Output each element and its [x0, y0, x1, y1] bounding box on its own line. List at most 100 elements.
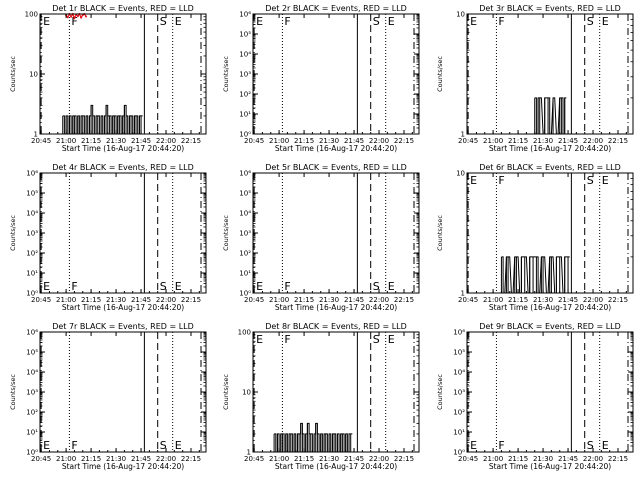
- x-tick-label: 21:30: [319, 455, 339, 463]
- y-tick-label: 10: [242, 389, 251, 397]
- marker-label-e: E: [470, 439, 477, 452]
- x-tick-label: 21:45: [131, 137, 151, 145]
- marker-label-e: E: [175, 15, 182, 28]
- x-tick-label: 20:45: [244, 137, 264, 145]
- marker-label-e: E: [602, 15, 609, 28]
- x-tick-label: 21:00: [269, 296, 289, 304]
- panel-title: Det 8r BLACK = Events, RED = LLD: [265, 322, 407, 331]
- x-tick-label: 21:15: [294, 455, 314, 463]
- y-tick-label: 10²: [239, 91, 251, 99]
- y-tick-label: 10¹: [239, 270, 251, 278]
- x-tick-label: 21:30: [106, 137, 126, 145]
- panel-title: Det 9r BLACK = Events, RED = LLD: [479, 322, 621, 331]
- x-tick-label: 21:00: [269, 455, 289, 463]
- x-tick-label: 21:30: [106, 296, 126, 304]
- series-lld-point: [80, 16, 83, 19]
- marker-label-s: S: [160, 439, 167, 452]
- marker-label-f: F: [284, 333, 290, 346]
- y-tick-label: 10: [29, 71, 38, 79]
- y-axis-label: Counts/sec: [9, 374, 17, 410]
- x-tick-label: 20:45: [458, 455, 478, 463]
- x-tick-label: 22:15: [181, 455, 201, 463]
- x-tick-label: 21:00: [56, 455, 76, 463]
- plot-frame: [39, 172, 207, 294]
- x-tick-label: 21:15: [81, 137, 101, 145]
- panel-title: Det 4r BLACK = Events, RED = LLD: [52, 163, 194, 172]
- x-tick-label: 22:00: [583, 137, 603, 145]
- x-axis-label: Start Time (16-Aug-17 20:44:20): [275, 462, 397, 471]
- series-events-line: [534, 97, 567, 135]
- x-tick-label: 22:00: [156, 455, 176, 463]
- y-tick-label: 10¹: [26, 270, 38, 278]
- marker-label-e: E: [256, 280, 263, 293]
- marker-label-s: S: [587, 439, 594, 452]
- y-tick-label: 10⁴: [26, 369, 38, 377]
- y-tick-label: 10⁶: [453, 329, 465, 337]
- x-axis-label: Start Time (16-Aug-17 20:44:20): [275, 303, 397, 312]
- x-tick-label: 21:00: [483, 296, 503, 304]
- plot-frame: [252, 13, 420, 135]
- y-tick-label: 10⁶: [26, 329, 38, 337]
- marker-label-e: E: [43, 439, 50, 452]
- panel-title: Det 1r BLACK = Events, RED = LLD: [52, 4, 194, 13]
- y-tick-label: 100: [238, 329, 251, 337]
- x-tick-label: 21:45: [131, 296, 151, 304]
- marker-label-s: S: [373, 15, 380, 28]
- y-tick-label: 1: [461, 131, 465, 139]
- x-tick-label: 22:15: [608, 137, 628, 145]
- y-tick-label: 1: [247, 449, 251, 457]
- x-tick-label: 20:45: [31, 137, 51, 145]
- x-tick-label: 21:00: [483, 455, 503, 463]
- x-tick-label: 20:45: [458, 296, 478, 304]
- marker-label-e: E: [43, 15, 50, 28]
- y-axis-label: Counts/sec: [222, 374, 230, 410]
- series-lld-point: [66, 16, 69, 19]
- x-tick-label: 22:15: [181, 137, 201, 145]
- series-lld-point: [85, 15, 88, 18]
- y-tick-label: 10³: [239, 230, 251, 238]
- marker-label-e: E: [256, 333, 263, 346]
- x-tick-label: 20:45: [31, 455, 51, 463]
- y-axis-label: Counts/sec: [9, 215, 17, 251]
- x-tick-label: 22:00: [583, 296, 603, 304]
- panel-title: Det 3r BLACK = Events, RED = LLD: [479, 4, 621, 13]
- x-tick-label: 20:45: [244, 455, 264, 463]
- y-axis-label: Counts/sec: [222, 215, 230, 251]
- marker-label-f: F: [284, 280, 290, 293]
- x-axis-label: Start Time (16-Aug-17 20:44:20): [62, 144, 184, 153]
- plot-frame: [466, 13, 634, 135]
- y-tick-label: 10⁵: [26, 349, 38, 357]
- marker-label-f: F: [284, 15, 290, 28]
- y-tick-label: 10: [456, 11, 465, 19]
- y-axis-label: Counts/sec: [222, 56, 230, 92]
- y-tick-label: 1: [461, 290, 465, 298]
- marker-label-e: E: [470, 15, 477, 28]
- y-tick-label: 10⁵: [239, 31, 251, 39]
- marker-label-s: S: [160, 15, 167, 28]
- series-events-line: [62, 104, 143, 135]
- marker-label-s: S: [373, 280, 380, 293]
- y-tick-label: 10⁵: [453, 349, 465, 357]
- y-tick-label: 100: [25, 11, 38, 19]
- x-tick-label: 21:45: [558, 455, 578, 463]
- y-axis-label: Counts/sec: [9, 56, 17, 92]
- y-tick-label: 10¹: [239, 111, 251, 119]
- y-tick-label: 10⁰: [26, 290, 38, 298]
- plot-frame: [466, 331, 634, 453]
- x-tick-label: 21:00: [483, 137, 503, 145]
- y-tick-label: 10²: [453, 409, 465, 417]
- x-tick-label: 21:30: [319, 137, 339, 145]
- x-tick-label: 22:15: [394, 455, 414, 463]
- x-tick-label: 21:15: [508, 137, 528, 145]
- y-tick-label: 10⁴: [453, 369, 465, 377]
- y-tick-label: 10²: [26, 250, 38, 258]
- y-tick-label: 10³: [453, 389, 465, 397]
- marker-label-e: E: [388, 15, 395, 28]
- x-tick-label: 21:30: [533, 455, 553, 463]
- x-tick-label: 21:30: [319, 296, 339, 304]
- marker-label-e: E: [388, 333, 395, 346]
- marker-label-s: S: [373, 333, 380, 346]
- x-tick-label: 21:30: [106, 455, 126, 463]
